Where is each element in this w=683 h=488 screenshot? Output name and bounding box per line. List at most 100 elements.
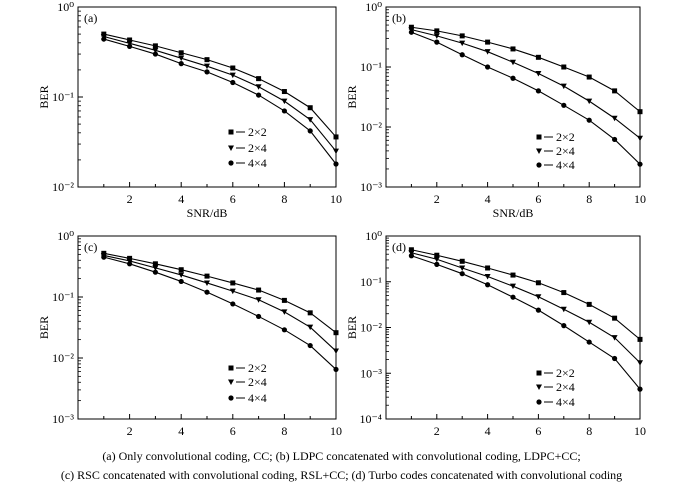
x-tick-label: 6 xyxy=(535,424,541,438)
chart-panel-1: 2 4 6 8 10 10⁻² 10⁻¹ 10⁰ SNR/dB BER (a) 2×2 2×44×4 xyxy=(37,0,342,220)
data-point xyxy=(612,356,617,361)
legend-marker xyxy=(536,149,542,155)
data-point xyxy=(334,330,339,335)
data-point xyxy=(434,262,439,267)
data-point xyxy=(434,40,439,45)
data-point xyxy=(511,46,516,51)
data-point xyxy=(333,149,339,155)
data-point xyxy=(205,274,210,279)
data-point xyxy=(179,50,184,55)
y-axis-label: BER xyxy=(345,85,359,108)
y-tick-label: 10⁻³ xyxy=(52,412,74,426)
data-point xyxy=(485,265,490,270)
data-point xyxy=(485,40,490,45)
caption-line-2: (c) RSC concatenated with convolutional … xyxy=(0,468,683,483)
data-point xyxy=(230,301,235,306)
data-point xyxy=(153,270,158,275)
x-tick-label: 2 xyxy=(434,424,440,438)
legend-label: 2×4 xyxy=(248,375,267,389)
x-tick-label: 2 xyxy=(434,192,440,206)
legend-marker xyxy=(536,162,541,167)
data-point xyxy=(511,273,516,278)
data-point xyxy=(587,118,592,123)
data-point xyxy=(333,349,339,355)
panel-label: (b) xyxy=(392,11,406,25)
data-point xyxy=(179,279,184,284)
y-tick-label: 10⁰ xyxy=(365,0,382,14)
data-point xyxy=(281,309,287,315)
plot-frame xyxy=(386,7,640,187)
data-point xyxy=(536,280,541,285)
series-2 xyxy=(101,34,339,154)
data-point xyxy=(334,134,339,139)
legend-entry: 2×2 xyxy=(537,366,575,380)
data-point xyxy=(333,367,338,372)
data-point xyxy=(101,36,106,41)
series-line xyxy=(411,32,640,164)
data-point xyxy=(612,137,617,142)
data-point xyxy=(536,55,541,60)
legend-entry: 4×4 xyxy=(536,395,574,409)
series-line xyxy=(411,30,640,139)
x-tick-label: 8 xyxy=(586,192,592,206)
x-tick-label: 2 xyxy=(127,192,133,206)
legend-label: 4×4 xyxy=(556,158,575,172)
y-tick-label: 10⁻² xyxy=(52,180,74,194)
series-3 xyxy=(409,253,643,392)
legend-entry: 2×4 xyxy=(536,144,575,158)
data-point xyxy=(256,297,262,303)
data-point xyxy=(612,316,617,321)
legend-entry: 2×2 xyxy=(229,361,267,375)
y-tick-label: 10⁰ xyxy=(57,0,74,14)
data-point xyxy=(308,310,313,315)
y-tick-label: 10⁰ xyxy=(365,229,382,243)
y-tick-label: 10⁻² xyxy=(360,120,382,134)
series-line xyxy=(104,253,336,332)
panel-label: (a) xyxy=(84,11,97,25)
y-tick-label: 10⁰ xyxy=(57,229,74,243)
x-tick-label: 2 xyxy=(127,424,133,438)
data-point xyxy=(179,61,184,66)
data-point xyxy=(282,89,287,94)
legend-marker xyxy=(228,160,233,165)
data-point xyxy=(460,33,465,38)
data-point xyxy=(127,44,132,49)
data-point xyxy=(561,323,566,328)
data-point xyxy=(536,88,541,93)
data-point xyxy=(637,162,642,167)
data-point xyxy=(485,64,490,69)
x-tick-label: 8 xyxy=(281,424,287,438)
data-point xyxy=(586,99,592,105)
y-tick-label: 10⁻² xyxy=(52,351,74,365)
data-point xyxy=(460,271,465,276)
legend-marker xyxy=(537,371,542,376)
data-point xyxy=(510,76,515,81)
data-point xyxy=(230,73,236,79)
series-line xyxy=(411,256,640,389)
data-point xyxy=(637,136,643,142)
legend-label: 2×4 xyxy=(248,141,267,155)
data-point xyxy=(637,360,643,366)
series-line xyxy=(411,250,640,340)
legend-entry: 4×4 xyxy=(228,156,266,170)
chart-panel-4: 24681010⁻⁴10⁻³10⁻²10⁻¹10⁰SNR/dBBER(d)2×2… xyxy=(345,229,646,440)
series-3 xyxy=(101,36,338,166)
legend-marker xyxy=(229,130,234,135)
data-point xyxy=(460,259,465,264)
chart-panel-3: 24681010⁻³10⁻²10⁻¹10⁰SNR/dBBER(c)2×22×44… xyxy=(37,229,342,440)
legend-label: 4×4 xyxy=(248,156,267,170)
series-line xyxy=(104,255,336,351)
data-point xyxy=(587,302,592,307)
legend-label: 2×2 xyxy=(248,125,267,139)
legend-label: 2×4 xyxy=(556,144,575,158)
data-point xyxy=(153,51,158,56)
data-point xyxy=(409,253,414,258)
x-axis-label: SNR/dB xyxy=(187,206,228,220)
x-tick-label: 4 xyxy=(178,192,184,206)
plot-frame xyxy=(78,236,336,419)
x-tick-label: 4 xyxy=(178,424,184,438)
x-tick-label: 4 xyxy=(485,192,491,206)
y-axis-label: BER xyxy=(37,316,51,339)
y-axis-label: BER xyxy=(345,316,359,339)
data-point xyxy=(308,128,313,133)
